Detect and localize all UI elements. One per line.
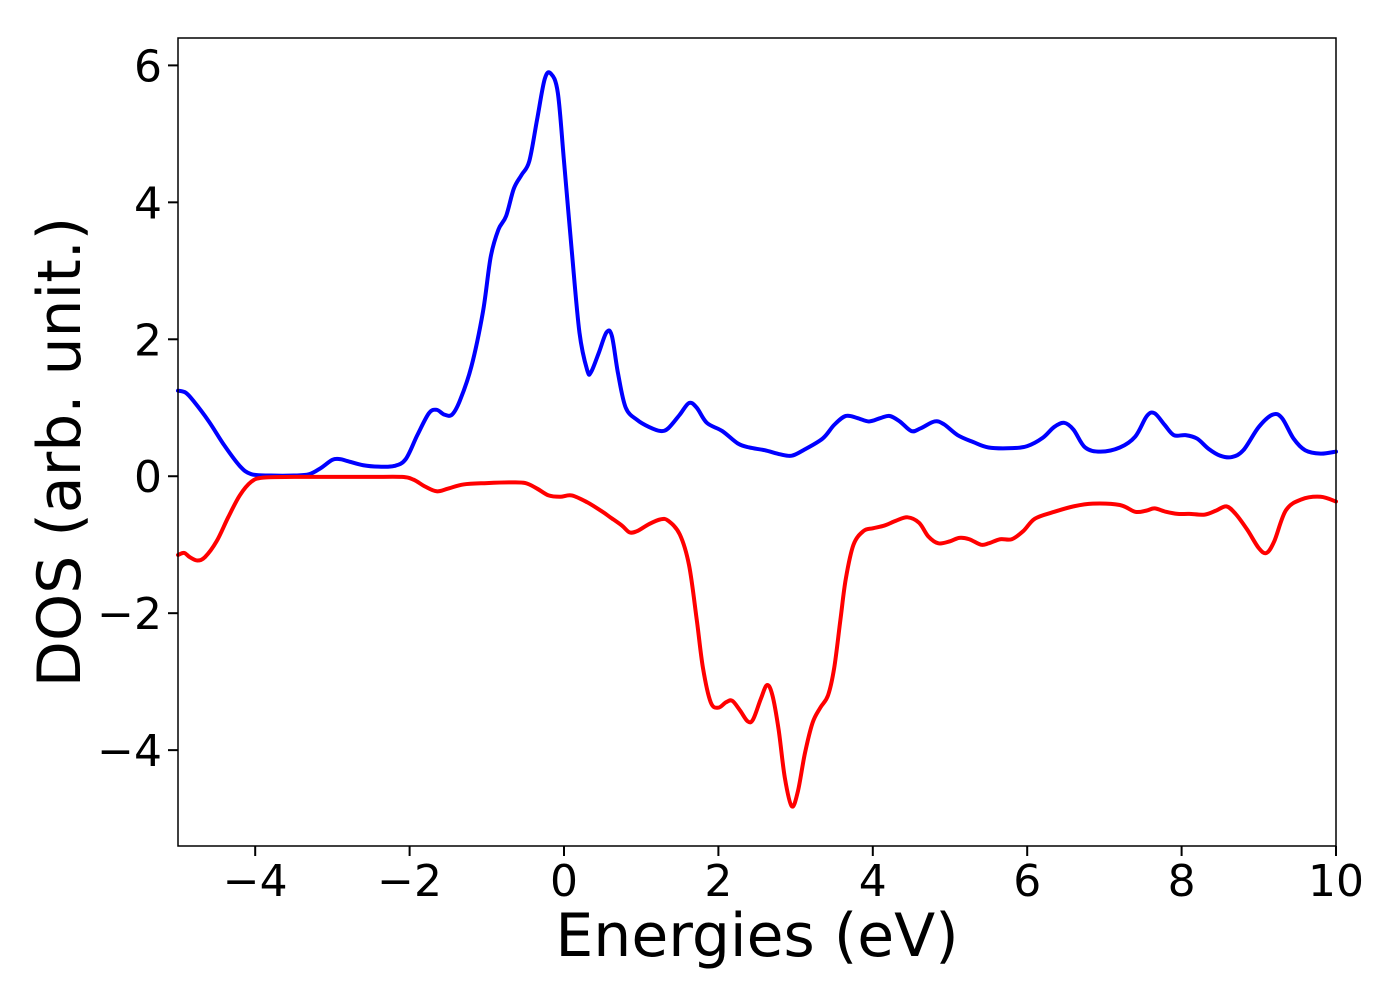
x-tick-label: −2 (377, 856, 442, 907)
y-tick-label: 0 (134, 452, 162, 503)
series-line-blue (176, 70, 1338, 478)
y-tick-label: −2 (97, 589, 162, 640)
x-axis-label: Energies (eV) (555, 901, 958, 971)
x-tick-label: 10 (1308, 856, 1364, 907)
x-tick-label: 0 (550, 856, 578, 907)
series-layer (176, 70, 1338, 809)
x-tick-label: 2 (704, 856, 732, 907)
x-tick-label: 6 (1013, 856, 1041, 907)
x-axis-ticks: −4 −2 0 2 4 6 8 10 (223, 846, 1364, 907)
x-tick-label: 4 (859, 856, 887, 907)
y-axis-label: DOS (arb. unit.) (25, 217, 95, 687)
y-tick-label: 6 (134, 41, 162, 92)
y-axis-ticks: −4 −2 0 2 4 6 (97, 41, 178, 777)
plot-frame (177, 37, 1337, 847)
x-tick-label: −4 (223, 856, 288, 907)
series-line-red (176, 474, 1338, 809)
y-tick-label: 4 (134, 178, 162, 229)
y-tick-label: 2 (134, 315, 162, 366)
y-tick-label: −4 (97, 726, 162, 777)
x-tick-label: 8 (1168, 856, 1196, 907)
